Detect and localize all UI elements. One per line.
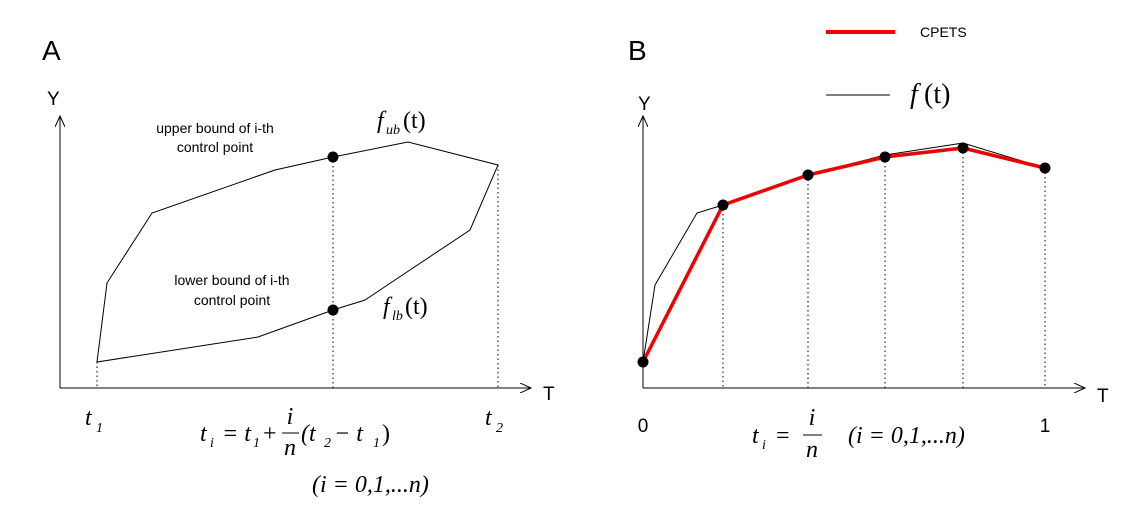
control-point	[879, 151, 891, 163]
formula-part: +	[263, 421, 277, 447]
formula-part: n	[284, 435, 296, 461]
formula-part: = t	[222, 421, 252, 447]
legend-label: (t)	[924, 79, 950, 110]
panel-label: B	[628, 35, 647, 66]
x-start-label: 0	[638, 416, 649, 437]
lower-label: lower bound of i-th	[174, 272, 289, 288]
formula-part: t	[752, 423, 760, 449]
formula-part: i	[210, 436, 214, 451]
x-axis-label: T	[543, 384, 555, 405]
lower-curve-label: f	[383, 294, 393, 320]
lower-curve-label: lb	[392, 309, 403, 324]
x-axis-label: T	[1097, 386, 1109, 407]
formula: t i = t 1 + i n (t 2 − t 1 )	[200, 404, 390, 461]
legend-label: f	[910, 79, 921, 110]
control-point	[802, 169, 814, 181]
upper-curve-label: ub	[386, 123, 400, 138]
formula: t i = i n	[752, 405, 822, 463]
t2-label: t	[485, 405, 493, 431]
formula-part: 1	[373, 436, 380, 451]
formula-part: =	[776, 423, 790, 449]
formula-part: 1	[253, 436, 260, 451]
control-points	[637, 142, 1051, 368]
control-point	[957, 142, 969, 154]
formula-part: i	[287, 404, 294, 430]
formula-part: i	[762, 438, 766, 453]
bound-region	[96, 141, 499, 363]
panel-label: A	[42, 35, 61, 66]
upper-label: control point	[177, 139, 253, 155]
y-axis-label: Y	[47, 89, 60, 110]
lower-curve-label: (t)	[405, 294, 428, 320]
control-point	[1039, 162, 1051, 174]
formula-part: t	[200, 421, 208, 447]
lower-label: control point	[194, 292, 270, 308]
upper-label: upper bound of i-th	[156, 120, 274, 136]
y-axis-label: Y	[638, 94, 651, 115]
index-range: (i = 0,1,...n)	[312, 472, 429, 498]
upper-curve-label: f	[377, 108, 387, 134]
x-end-label: 1	[1040, 416, 1051, 437]
control-point	[717, 199, 729, 211]
t1-label: 1	[96, 421, 103, 436]
t1-label: t	[85, 405, 93, 431]
legend-label: CPETS	[920, 24, 967, 40]
formula-part: i	[809, 405, 816, 431]
index-range: (i = 0,1,...n)	[848, 423, 965, 449]
control-point	[327, 304, 339, 316]
control-point	[637, 356, 649, 368]
cpets-curve	[641, 146, 1046, 363]
formula-part: )	[382, 421, 390, 447]
formula-part: (t	[301, 421, 317, 447]
upper-curve-label: (t)	[403, 108, 426, 134]
formula-part: − t	[334, 421, 364, 447]
t2-label: 2	[496, 421, 503, 436]
formula-part: 2	[324, 436, 331, 451]
formula-part: n	[806, 437, 818, 463]
control-point	[327, 151, 339, 163]
f-curve	[642, 142, 1046, 363]
